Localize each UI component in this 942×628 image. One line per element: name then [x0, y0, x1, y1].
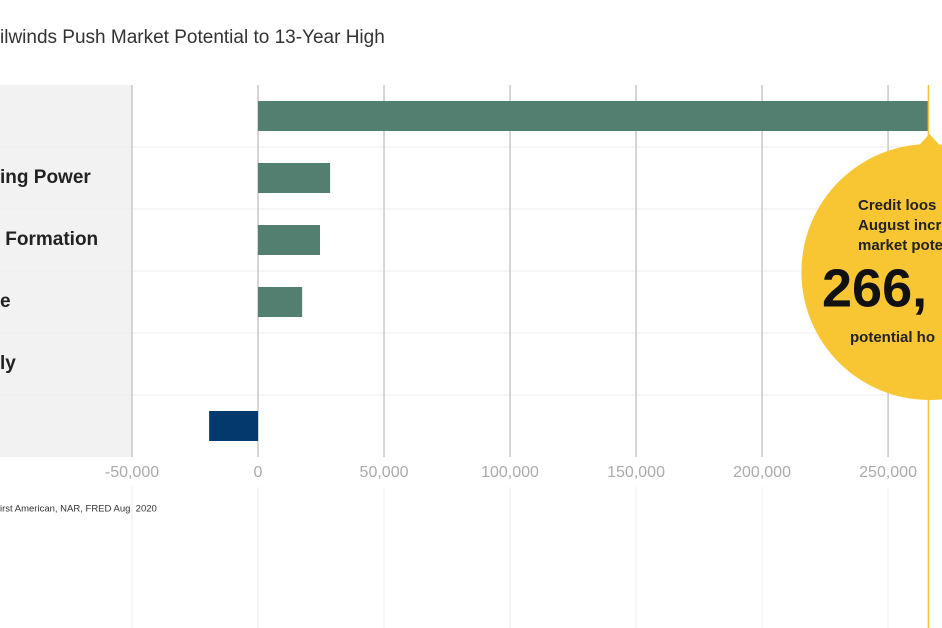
annotation-footer: potential ho: [850, 329, 935, 346]
x-tick-label: -50,000: [105, 464, 159, 481]
source: irst American, NAR, FRED Aug. 2020: [0, 504, 157, 515]
x-tick-label: 200,000: [733, 464, 791, 481]
annotation-text: August increas: [858, 217, 942, 234]
x-tick-label: 250,000: [859, 464, 917, 481]
annotation-arrow: [918, 134, 941, 146]
x-tick-label: 50,000: [360, 464, 409, 481]
chart-title: ilwinds Push Market Potential to 13-Year…: [0, 27, 385, 48]
x-tick-label: 0: [254, 464, 263, 481]
y-tick-label: Formation: [0, 229, 98, 250]
annotation-number: 266,: [822, 258, 927, 318]
y-tick-label: e: [0, 291, 11, 312]
annotation-circle: [801, 144, 942, 400]
x-tick-label: 150,000: [607, 464, 665, 481]
bar: [258, 163, 331, 193]
x-tick-label: 100,000: [481, 464, 539, 481]
annotation-text: Credit loos: [858, 197, 936, 214]
y-tick-label: ing Power: [0, 167, 91, 188]
y-tick-label: ly: [0, 353, 16, 374]
annotation-text: market pote: [858, 237, 942, 254]
bar: [258, 287, 303, 317]
bar: [258, 101, 929, 131]
bar: [209, 411, 259, 441]
bar: [258, 225, 321, 255]
